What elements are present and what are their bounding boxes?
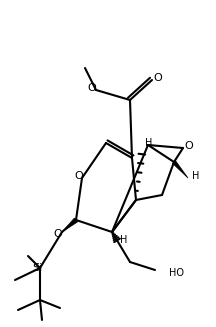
Text: O: O [88, 83, 96, 93]
Text: Si: Si [32, 263, 42, 273]
Text: H: H [145, 138, 153, 148]
Polygon shape [62, 218, 78, 232]
Text: O: O [154, 73, 162, 83]
Text: H: H [120, 235, 128, 245]
Text: H: H [192, 171, 200, 181]
Text: O: O [54, 229, 62, 239]
Polygon shape [173, 161, 188, 178]
Text: O: O [75, 171, 83, 181]
Text: HO: HO [169, 268, 184, 278]
Text: O: O [185, 141, 193, 151]
